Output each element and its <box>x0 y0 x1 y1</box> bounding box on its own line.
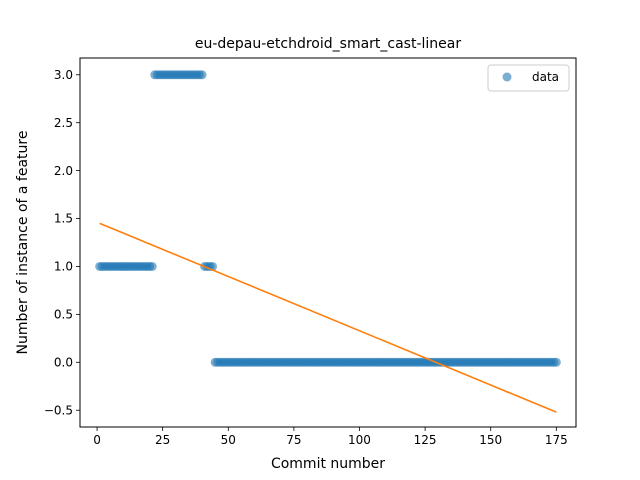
x-tick-label: 75 <box>286 433 301 447</box>
x-tick-label: 150 <box>479 433 502 447</box>
y-tick-label: 0.5 <box>54 308 73 322</box>
x-tick-label: 100 <box>348 433 371 447</box>
trend-line <box>99 222 557 413</box>
x-tick-label: 50 <box>221 433 236 447</box>
y-tick-label: 1.0 <box>54 260 73 274</box>
x-axis: 0 25 50 75 100 125 150 175 <box>93 427 568 447</box>
axes-frame <box>79 57 577 428</box>
y-tick-label: 0.0 <box>54 356 73 370</box>
y-axis: −0.5 0.0 0.5 1.0 1.5 2.0 2.5 3.0 <box>44 68 80 417</box>
data-point <box>147 261 157 271</box>
y-tick-label: 2.5 <box>54 116 73 130</box>
data-point <box>551 357 561 367</box>
data-point <box>197 70 207 80</box>
x-axis-label: Commit number <box>271 456 385 472</box>
x-tick-label: 125 <box>414 433 437 447</box>
plot-area <box>95 70 561 413</box>
legend-box <box>487 64 570 92</box>
y-tick-label: −0.5 <box>44 403 73 417</box>
chart-title: eu-depau-etchdroid_smart_cast-linear <box>195 36 461 52</box>
legend: data <box>487 64 570 92</box>
legend-label-data: data <box>532 70 559 84</box>
y-tick-label: 1.5 <box>54 212 73 226</box>
y-tick-label: 2.0 <box>54 164 73 178</box>
legend-marker <box>502 72 512 82</box>
y-tick-label: 3.0 <box>54 68 73 82</box>
x-tick-label: 0 <box>93 433 101 447</box>
x-tick-label: 25 <box>155 433 170 447</box>
x-tick-label: 175 <box>545 433 568 447</box>
y-axis-label: Number of instance of a feature <box>15 131 31 355</box>
